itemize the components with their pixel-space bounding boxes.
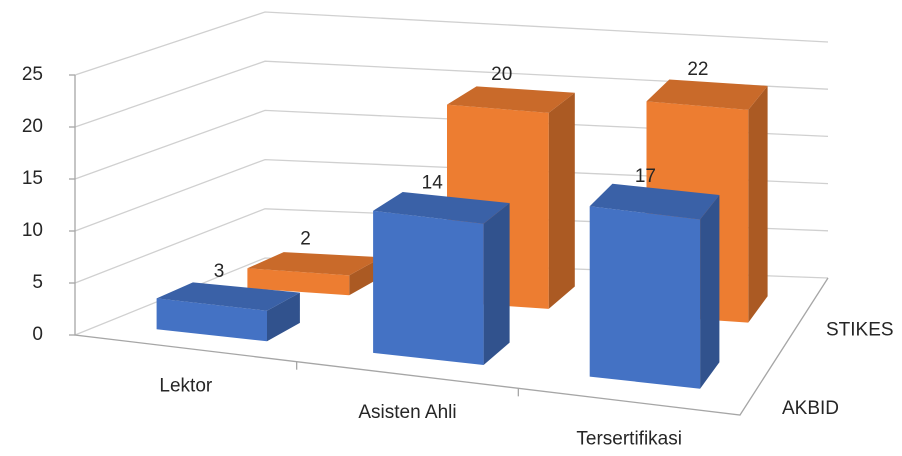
y-tick-label: 5 [32, 272, 43, 293]
value-label: 17 [635, 166, 656, 187]
x-tick-label: Asisten Ahli [358, 402, 456, 423]
bar-top [373, 192, 510, 224]
axis-line [74, 75, 829, 416]
grid-line [74, 11, 829, 76]
y-tick-label: 10 [22, 220, 43, 241]
bar-side [700, 195, 720, 389]
y-tick-label: 20 [22, 116, 43, 137]
grid-line [74, 60, 829, 128]
bar-top [447, 86, 575, 113]
y-tick-label: 15 [22, 168, 43, 189]
grid-line [74, 109, 829, 180]
bar-top [156, 282, 300, 311]
depth-label: AKBID [782, 398, 839, 419]
bar-side [748, 85, 768, 323]
grid-line [74, 158, 829, 232]
bar-side [483, 203, 510, 365]
bar [156, 298, 267, 342]
value-label: 2 [300, 228, 311, 249]
bar [589, 206, 701, 389]
value-label: 3 [214, 261, 225, 282]
bar-top [247, 252, 382, 276]
value-label: 14 [422, 172, 444, 193]
depth-label: STIKES [826, 319, 894, 340]
value-label: 20 [491, 64, 512, 85]
x-tick-label: Tersertifikasi [576, 429, 682, 450]
bar-top [589, 183, 720, 220]
y-tick-label: 25 [22, 64, 43, 85]
bar-top [646, 79, 768, 110]
y-tick-label: 0 [32, 324, 43, 345]
value-label: 22 [687, 59, 708, 80]
bar-side [548, 92, 575, 309]
bar-side [267, 292, 300, 342]
bar [373, 210, 484, 365]
x-tick-label: Lektor [159, 375, 212, 396]
bar [247, 268, 350, 296]
